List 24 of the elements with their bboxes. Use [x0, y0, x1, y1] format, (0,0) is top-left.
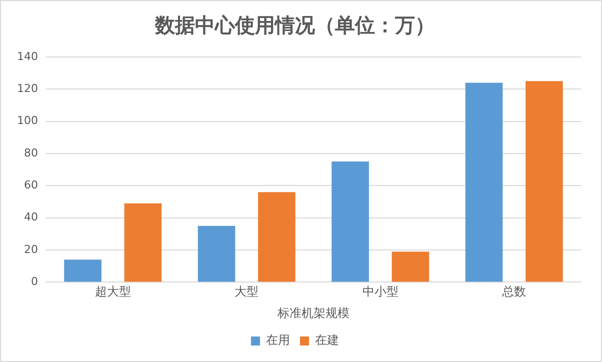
x-tick-label: 大型 [234, 284, 259, 299]
y-tick-label: 20 [24, 242, 38, 256]
bar [526, 81, 563, 282]
bar [124, 203, 162, 282]
y-tick-label: 120 [16, 82, 38, 96]
y-tick-label: 100 [16, 114, 38, 128]
y-tick-label: 40 [24, 210, 38, 224]
bar [198, 226, 236, 282]
y-tick-label: 80 [24, 146, 38, 160]
y-tick-label: 140 [16, 50, 38, 63]
chart-title: 数据中心使用情况（单位：万） [154, 13, 435, 38]
legend-label: 在建 [315, 333, 339, 348]
legend-label: 在用 [266, 333, 290, 348]
x-tick-label: 中小型 [362, 284, 398, 299]
y-tick-label: 60 [24, 178, 38, 192]
x-tick-label: 超大型 [94, 284, 131, 299]
bar [332, 162, 369, 282]
bar [392, 252, 430, 282]
bar [258, 192, 296, 282]
y-tick-label: 0 [30, 275, 38, 288]
bar [64, 260, 102, 282]
x-axis-title: 标准机架规模 [276, 306, 350, 320]
x-tick-label: 总数 [501, 284, 526, 299]
bar [465, 82, 503, 282]
